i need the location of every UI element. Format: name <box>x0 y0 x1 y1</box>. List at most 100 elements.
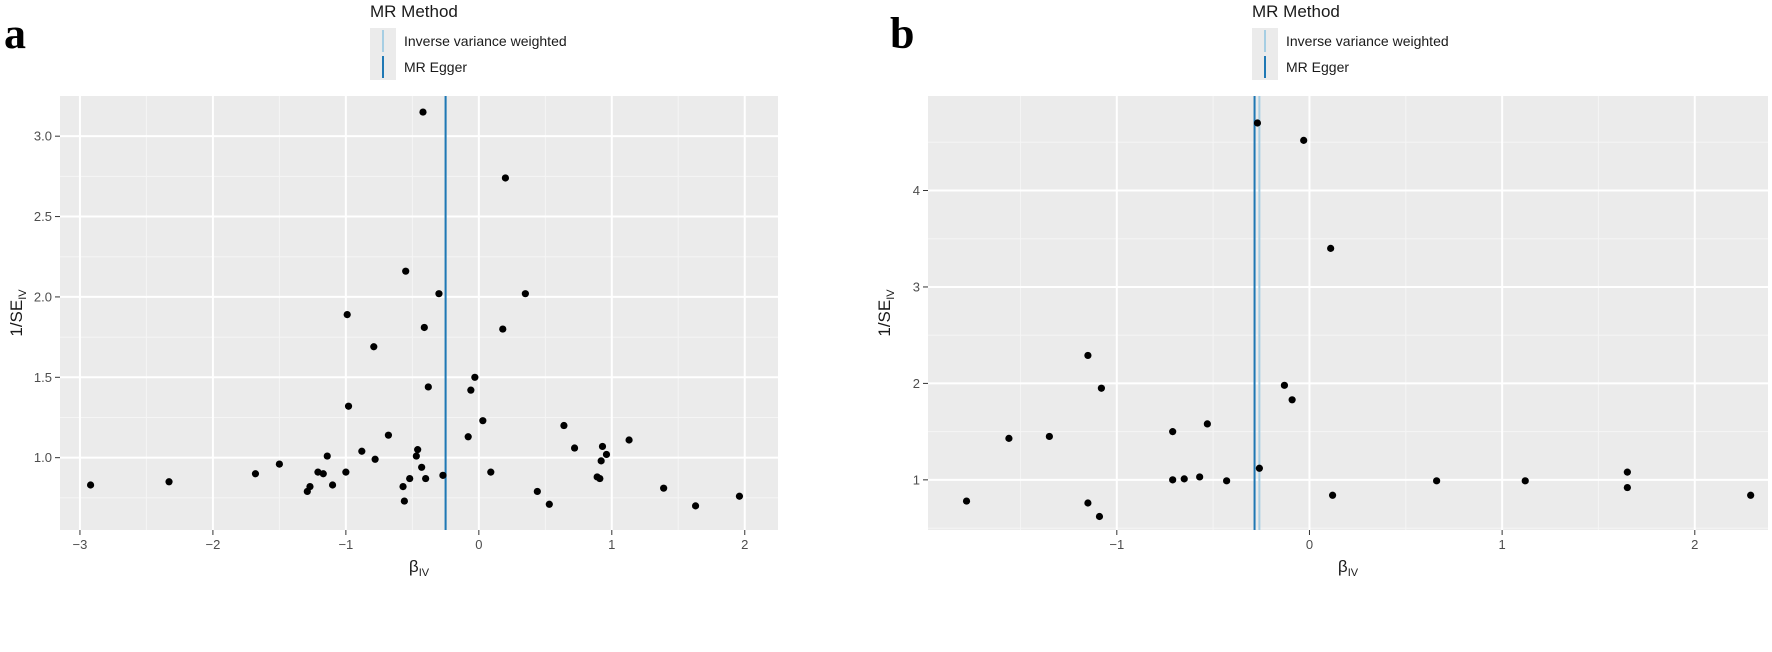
y-tick-label: 2 <box>913 376 920 391</box>
data-point <box>1521 477 1529 485</box>
data-point <box>424 383 432 391</box>
data-point <box>499 325 507 333</box>
data-point <box>1045 432 1053 441</box>
data-point <box>422 474 430 483</box>
panel-b: −1 0 1 2 1 2 3 4 βIV 1/SEIV b MR Method Inverse v… <box>875 0 1772 652</box>
y-axis-title-b: 1/SEIV <box>875 289 897 337</box>
x-tick-label: 2 <box>1691 537 1698 552</box>
panel-label-b: b <box>890 9 915 58</box>
data-point <box>464 433 472 441</box>
legend-title-a: MR Method <box>370 2 458 21</box>
data-point <box>625 436 633 444</box>
data-point <box>545 500 553 508</box>
scatter-plot-a: −3 −2 −1 0 1 2 1.0 1.5 2.0 2.5 3.0 βIV 1/SEIV <box>7 96 778 579</box>
data-point <box>370 343 378 351</box>
data-point <box>435 290 443 298</box>
data-point <box>598 442 607 451</box>
data-point <box>560 421 568 430</box>
data-point <box>487 468 495 476</box>
data-point <box>1300 136 1308 144</box>
data-point <box>1327 244 1335 252</box>
data-point <box>251 470 260 478</box>
data-point <box>691 502 700 510</box>
legend-label-ivw-a: Inverse variance weighted <box>404 33 567 49</box>
x-tick-label: −1 <box>338 537 353 552</box>
data-point <box>735 492 744 500</box>
legend-key-ivw-b <box>1252 28 1278 54</box>
data-point <box>1196 473 1204 481</box>
data-point <box>342 468 350 476</box>
x-tick-label: −1 <box>1109 537 1124 552</box>
legend-item-ivw-b: Inverse variance weighted <box>1252 28 1449 54</box>
data-point <box>418 463 426 471</box>
data-point <box>275 460 283 468</box>
data-point <box>439 471 447 479</box>
data-point <box>402 267 410 275</box>
data-point <box>343 311 351 319</box>
data-point <box>400 497 408 505</box>
legend-b: MR Method Inverse variance weighted MR E… <box>1252 2 1449 80</box>
legend-title-b: MR Method <box>1252 2 1340 21</box>
legend-label-egger-b: MR Egger <box>1286 59 1350 75</box>
data-point <box>597 457 605 465</box>
legend-label-ivw-b: Inverse variance weighted <box>1286 33 1449 49</box>
x-tick-label: 0 <box>475 537 482 552</box>
legend-item-ivw-a: Inverse variance weighted <box>370 28 567 54</box>
scatter-plot-b: −1 0 1 2 1 2 3 4 βIV 1/SEIV <box>875 96 1768 579</box>
data-point <box>501 174 510 182</box>
data-point <box>1280 381 1289 389</box>
x-tick-label: 0 <box>1306 537 1313 552</box>
data-point <box>371 455 379 463</box>
data-point <box>962 497 971 505</box>
data-point <box>319 470 327 478</box>
x-tick-label: 2 <box>741 537 748 552</box>
data-point <box>1180 475 1188 483</box>
y-tick-label: 1 <box>913 472 920 487</box>
y-tick-label: 3 <box>913 279 920 294</box>
data-point <box>1253 119 1262 127</box>
data-point <box>1169 476 1177 484</box>
legend-key-ivw-a <box>370 28 396 54</box>
data-point <box>1005 434 1013 442</box>
panel-a: −3 −2 −1 0 1 2 1.0 1.5 2.0 2.5 3.0 βIV 1/SEIV a MR M… <box>4 2 778 579</box>
y-tick-label: 2.5 <box>34 209 52 224</box>
data-point <box>358 447 366 455</box>
legend-item-egger-b: MR Egger <box>1252 54 1449 80</box>
data-point <box>1328 491 1337 499</box>
data-point <box>533 487 541 496</box>
data-point <box>344 402 353 410</box>
data-point <box>1255 464 1263 472</box>
x-tick-label: 1 <box>608 537 615 552</box>
y-tick-label: 2.0 <box>34 289 52 304</box>
data-point <box>323 452 331 460</box>
legend-key-egger-a <box>370 54 396 80</box>
legend-a: MR Method Inverse variance weighted MR E… <box>370 2 567 80</box>
y-tick-label: 1.5 <box>34 370 52 385</box>
data-point <box>479 417 487 425</box>
legend-item-egger-a: MR Egger <box>370 54 567 80</box>
data-point <box>406 474 414 483</box>
data-point <box>1084 499 1092 507</box>
data-point <box>521 290 529 298</box>
data-point <box>570 444 579 452</box>
data-point <box>414 446 422 454</box>
x-axis-title-a: βIV <box>409 557 430 579</box>
data-point <box>596 474 604 483</box>
y-tick-label: 4 <box>913 183 920 198</box>
data-point <box>467 386 475 394</box>
data-point <box>1623 483 1631 492</box>
data-point <box>328 481 337 489</box>
panel-label-a: a <box>4 9 26 58</box>
data-point <box>86 481 95 489</box>
plot-background-b <box>928 96 1768 530</box>
data-point <box>1747 491 1755 499</box>
data-point <box>1097 384 1105 392</box>
data-point <box>1223 477 1231 485</box>
x-tick-label: −3 <box>73 537 88 552</box>
legend-label-egger-a: MR Egger <box>404 59 468 75</box>
data-point <box>1623 468 1631 476</box>
y-tick-label: 1.0 <box>34 450 52 465</box>
data-point <box>1288 396 1296 404</box>
data-point <box>471 373 479 381</box>
y-tick-label: 3.0 <box>34 129 52 144</box>
